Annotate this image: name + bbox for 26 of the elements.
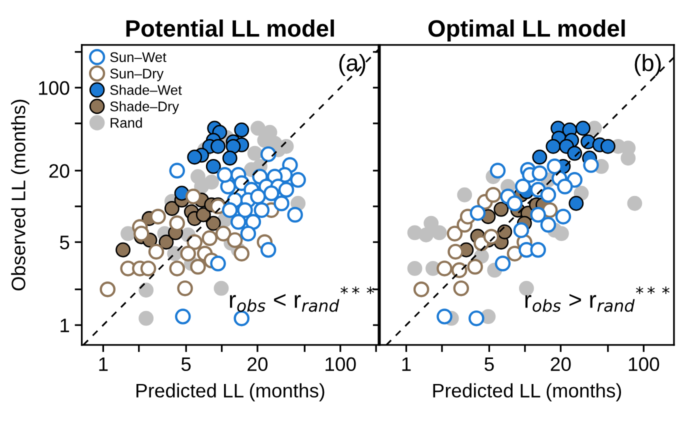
legend-label: Shade–Dry [110, 101, 180, 114]
x-tick-label: 20 [550, 357, 571, 372]
legend-label: Sun–Wet [110, 52, 166, 62]
y-axis-title: Observed LL (months) [11, 100, 30, 290]
x-tick-label: 1 [402, 357, 411, 371]
y-tick-label: 100 [39, 81, 70, 95]
x-tick-label: 100 [326, 357, 356, 372]
legend-label: Shade–Wet [110, 84, 182, 95]
annotation: r$_{obs}$ < r$_{rand}$$^{***}$ [230, 286, 374, 312]
legend-label: Rand [110, 118, 142, 128]
chart-title: Optimal LL model [428, 19, 625, 42]
legend-label: Sun–Dry [110, 68, 164, 82]
x-tick-label: 20 [248, 357, 268, 372]
x-tick-label: 1 [99, 357, 108, 371]
y-tick-label: 20 [49, 164, 70, 178]
annotation: r$_{obs}$ > r$_{rand}$$^{***}$ [525, 286, 670, 312]
x-tick-label: 5 [484, 357, 494, 372]
x-tick-label: 5 [181, 357, 191, 372]
y-tick-label: 1 [60, 318, 70, 332]
y-tick-label: 5 [60, 236, 70, 250]
x-axis-title: Predicted LL (months) [136, 383, 324, 402]
annotation: (b) [634, 54, 661, 76]
x-tick-label: 100 [628, 357, 660, 372]
x-axis-title: Predicted LL (months) [433, 383, 622, 402]
chart-title: Potential LL model [126, 19, 334, 37]
annotation: (a) [339, 54, 366, 76]
